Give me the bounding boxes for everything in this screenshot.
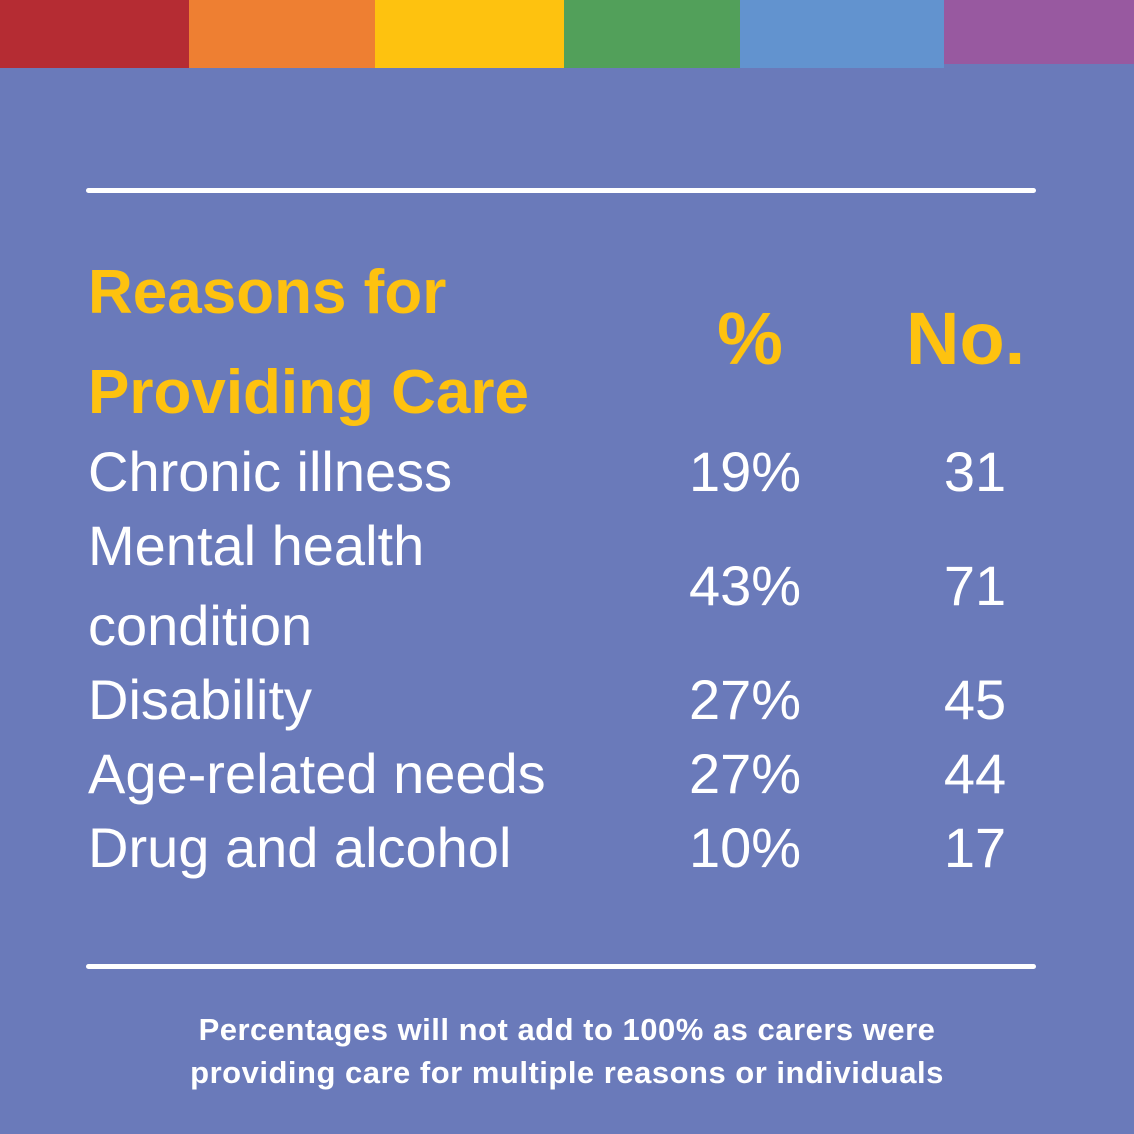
row-percent-disability: 27% — [688, 668, 802, 731]
top-divider — [86, 188, 1036, 193]
row-category-mental-health-line-2: condition — [88, 594, 313, 657]
row-number-age-related: 44 — [943, 742, 1007, 805]
color-stripe-blue — [740, 0, 944, 68]
bottom-divider — [86, 964, 1036, 969]
row-percent-drug-alcohol: 10% — [688, 816, 802, 879]
row-category-disability: Disability — [88, 668, 313, 731]
color-stripe-green — [564, 0, 740, 68]
row-category-chronic-illness: Chronic illness — [88, 440, 453, 503]
footnote-line-1: Percentages will not add to 100% as care… — [198, 1012, 936, 1047]
color-stripe-orange — [189, 0, 375, 68]
table-title-line-1: Reasons for — [88, 258, 447, 327]
color-stripe-yellow — [375, 0, 564, 68]
row-category-drug-alcohol: Drug and alcohol — [88, 816, 512, 879]
color-stripe-purple — [944, 0, 1134, 64]
table-title-line-2: Providing Care — [88, 358, 529, 427]
row-category-age-related: Age-related needs — [88, 742, 546, 805]
row-number-mental-health: 71 — [943, 554, 1007, 617]
color-stripe-red — [0, 0, 189, 68]
row-number-chronic-illness: 31 — [943, 440, 1007, 503]
row-percent-chronic-illness: 19% — [688, 440, 802, 503]
number-column-header: No. — [906, 297, 1026, 380]
row-number-disability: 45 — [943, 668, 1007, 731]
footnote-line-2: providing care for multiple reasons or i… — [190, 1055, 944, 1090]
row-percent-age-related: 27% — [688, 742, 802, 805]
footnote: Percentages will not add to 100% as care… — [60, 1008, 1074, 1094]
percent-column-header: % — [717, 297, 783, 380]
row-percent-mental-health: 43% — [688, 554, 802, 617]
row-number-drug-alcohol: 17 — [943, 816, 1007, 879]
row-category-mental-health-line-1: Mental health — [88, 514, 425, 577]
